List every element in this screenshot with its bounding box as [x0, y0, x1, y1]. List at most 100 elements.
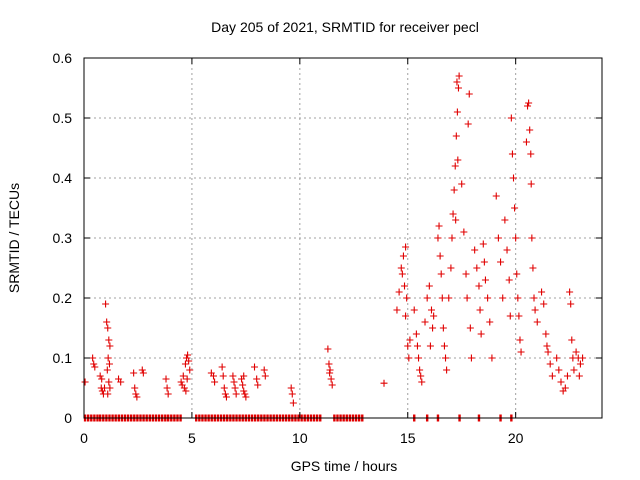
data-point	[177, 378, 185, 386]
data-point	[421, 318, 429, 326]
data-point	[458, 180, 466, 188]
data-point	[494, 234, 502, 242]
y-axis-label: SRMTID / TECUs	[6, 183, 22, 293]
data-point	[544, 348, 552, 356]
axes: 0 5 10 15 20 0 0.1 0.2 0.3 0.4 0.5 0.6	[53, 50, 602, 446]
data-point	[96, 372, 104, 380]
data-point	[395, 288, 403, 296]
data-point	[402, 312, 410, 320]
data-point	[105, 378, 113, 386]
data-point	[287, 384, 295, 392]
y-tick-label: 0.4	[53, 170, 73, 186]
grid	[84, 58, 602, 418]
data-point	[510, 174, 518, 182]
data-point	[98, 375, 106, 383]
data-point	[434, 234, 442, 242]
data-point	[415, 354, 423, 362]
data-point	[479, 240, 487, 248]
data-point	[232, 390, 240, 398]
data-point	[251, 363, 259, 371]
data-point	[439, 324, 447, 332]
data-point	[449, 210, 457, 218]
data-point	[499, 294, 507, 302]
data-point	[324, 345, 332, 353]
data-point	[425, 282, 433, 290]
data-point	[481, 276, 489, 284]
data-point	[447, 264, 455, 272]
data-point	[497, 258, 505, 266]
data-point	[501, 216, 509, 224]
data-point	[455, 72, 463, 80]
data-point	[467, 354, 475, 362]
data-point	[416, 366, 424, 374]
data-point	[104, 390, 112, 398]
data-point	[211, 378, 219, 386]
y-tick-label: 0	[64, 410, 72, 426]
data-point	[476, 306, 484, 314]
data-point	[465, 90, 473, 98]
data-point	[579, 354, 587, 362]
data-point	[453, 108, 461, 116]
data-point	[417, 372, 425, 380]
data-point	[443, 366, 451, 374]
data-point	[402, 243, 410, 251]
data-point	[403, 294, 411, 302]
data-point	[240, 387, 248, 395]
data-point	[480, 258, 488, 266]
x-tick-label: 0	[80, 430, 88, 446]
data-point	[527, 150, 535, 158]
data-point	[453, 78, 461, 86]
data-point	[507, 114, 515, 122]
data-point	[393, 306, 401, 314]
data-point	[106, 384, 114, 392]
data-point	[231, 384, 239, 392]
data-point	[462, 270, 470, 278]
data-point	[91, 363, 99, 371]
data-point	[184, 351, 192, 359]
x-tick-label: 20	[508, 430, 524, 446]
data-point	[529, 264, 537, 272]
data-point	[105, 360, 113, 368]
data-point	[486, 318, 494, 326]
data-point	[570, 366, 578, 374]
data-point	[484, 294, 492, 302]
data-point	[253, 375, 261, 383]
chart-title: Day 205 of 2021, SRMTID for receiver pec…	[211, 19, 479, 35]
data-point	[563, 372, 571, 380]
x-tick-label: 5	[188, 430, 196, 446]
data-point	[538, 288, 546, 296]
data-point	[102, 300, 110, 308]
data-point	[430, 312, 438, 320]
data-point	[401, 282, 409, 290]
data-point	[524, 102, 532, 110]
data-point	[576, 360, 584, 368]
data-point	[242, 393, 250, 401]
data-point	[104, 324, 112, 332]
data-point	[288, 390, 296, 398]
data-point	[222, 393, 230, 401]
data-point	[452, 132, 460, 140]
data-point	[505, 276, 513, 284]
data-point	[503, 246, 511, 254]
data-point	[568, 336, 576, 344]
data-point	[139, 369, 147, 377]
data-point	[548, 372, 556, 380]
data-point	[404, 342, 412, 350]
data-point	[440, 342, 448, 350]
data-point	[380, 379, 388, 387]
data-point	[471, 246, 479, 254]
data-point	[325, 360, 333, 368]
data-point	[103, 318, 111, 326]
data-point	[162, 375, 170, 383]
y-tick-label: 0.2	[53, 290, 73, 306]
data-point	[397, 264, 405, 272]
data-point	[181, 360, 189, 368]
data-point	[460, 228, 468, 236]
data-point	[557, 378, 565, 386]
data-point	[164, 390, 172, 398]
data-point	[555, 366, 563, 374]
data-point	[218, 363, 226, 371]
data-point	[515, 312, 523, 320]
data-point	[221, 390, 229, 398]
